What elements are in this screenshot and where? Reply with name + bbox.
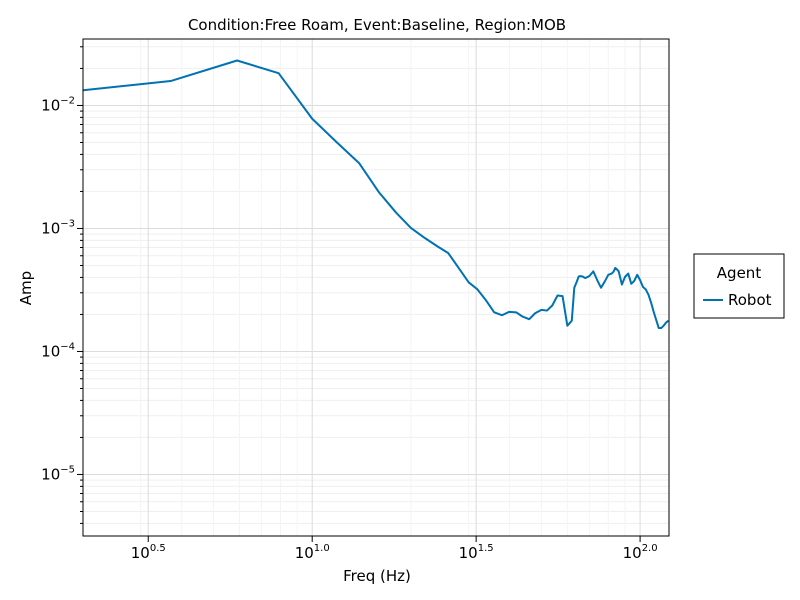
y-tick-base: 10 (41, 96, 60, 114)
series-layer (83, 59, 669, 330)
x-tick-label: 102.0 (623, 543, 658, 562)
y-tick-base: 10 (41, 465, 60, 483)
plot-frame (82, 38, 670, 537)
y-tick-label: 10−2 (41, 95, 75, 114)
x-tick-base: 10 (623, 544, 642, 562)
major-grid (83, 39, 669, 536)
y-tick-base: 10 (41, 219, 60, 237)
x-tick-base: 10 (131, 544, 150, 562)
x-tick-label: 101.5 (459, 543, 494, 562)
y-tick-exponent: −5 (60, 464, 75, 475)
legend-box (693, 253, 785, 319)
y-tick-exponent: −2 (60, 95, 75, 106)
legend-label-robot: Robot (728, 291, 772, 309)
y-tick-exponent: −4 (60, 341, 75, 352)
x-tick-label: 101.0 (295, 543, 330, 562)
minor-grid (83, 39, 669, 536)
y-tick-exponent: −3 (60, 218, 75, 229)
series-line-robot (83, 59, 669, 330)
y-tick-label: 10−5 (41, 464, 75, 483)
y-tick-label: 10−3 (41, 218, 75, 237)
x-tick-base: 10 (295, 544, 314, 562)
y-tick-label: 10−4 (41, 341, 75, 360)
x-tick-label: 100.5 (131, 543, 166, 562)
y-tick-base: 10 (41, 342, 60, 360)
x-tick-exponent: 2.0 (642, 543, 658, 554)
x-tick-base: 10 (459, 544, 478, 562)
x-tick-exponent: 0.5 (150, 543, 166, 554)
x-tick-exponent: 1.5 (478, 543, 494, 554)
chart-title: Condition:Free Roam, Event:Baseline, Reg… (188, 16, 566, 34)
legend: Agent Robot (693, 253, 785, 319)
legend-title: Agent (717, 264, 762, 282)
ticks (77, 46, 641, 542)
x-tick-exponent: 1.0 (314, 543, 330, 554)
y-axis-label: Amp (17, 271, 35, 305)
x-axis-label: Freq (Hz) (343, 567, 411, 585)
